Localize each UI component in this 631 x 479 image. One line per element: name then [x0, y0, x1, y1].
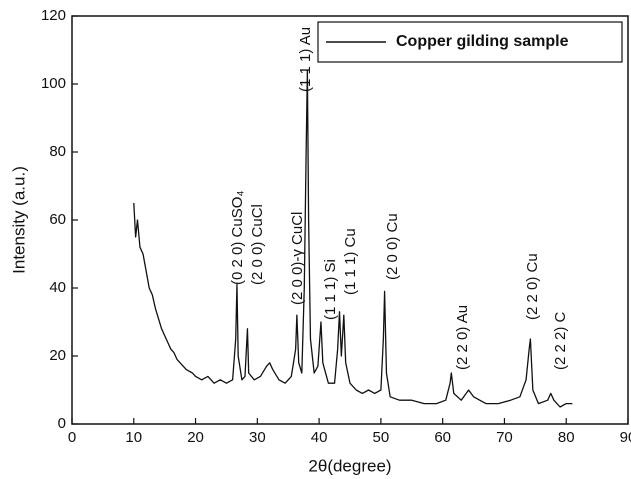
- x-tick-label: 40: [311, 429, 328, 446]
- peak-annotation: (1 1 1) Au: [297, 27, 314, 92]
- x-tick-label: 70: [496, 429, 513, 446]
- y-tick-label: 60: [49, 211, 66, 228]
- x-axis-label: 2θ(degree): [308, 456, 391, 475]
- y-tick-label: 40: [49, 279, 66, 296]
- peak-annotation: (2 0 0)-γ CuCl: [289, 212, 306, 305]
- peak-annotation: (1 1 1) Cu: [342, 228, 359, 295]
- x-tick-label: 90: [620, 429, 631, 446]
- y-tick-label: 100: [41, 75, 66, 92]
- peak-annotation: (2 2 2) C: [552, 311, 569, 370]
- peak-annotation: (0 2 0) CuSO₄: [229, 191, 246, 286]
- x-tick-label: 80: [558, 429, 575, 446]
- legend-label: Copper gilding sample: [396, 33, 569, 50]
- x-tick-label: 50: [373, 429, 390, 446]
- peak-annotation: (2 0 0) CuCl: [249, 204, 266, 285]
- legend-box: [317, 21, 623, 63]
- peak-annotation: (2 2 0) Au: [454, 305, 471, 370]
- peak-annotation: (2 0 0) Cu: [384, 213, 401, 280]
- y-axis-label: Intensity (a.u.): [9, 166, 28, 274]
- x-tick-label: 10: [125, 429, 142, 446]
- x-tick-label: 30: [249, 429, 266, 446]
- y-tick-label: 80: [49, 143, 66, 160]
- plot-frame: [71, 15, 629, 425]
- x-tick-label: 20: [187, 429, 204, 446]
- y-tick-label: 20: [49, 347, 66, 364]
- x-tick-label: 60: [434, 429, 451, 446]
- peak-annotation: (2 2 0) Cu: [524, 253, 541, 320]
- data-line: [133, 69, 573, 408]
- peak-annotation: (1 1 1) Si: [322, 259, 339, 320]
- y-tick-label: 120: [41, 7, 66, 24]
- x-tick-label: 0: [68, 429, 76, 446]
- y-tick-label: 0: [58, 415, 66, 432]
